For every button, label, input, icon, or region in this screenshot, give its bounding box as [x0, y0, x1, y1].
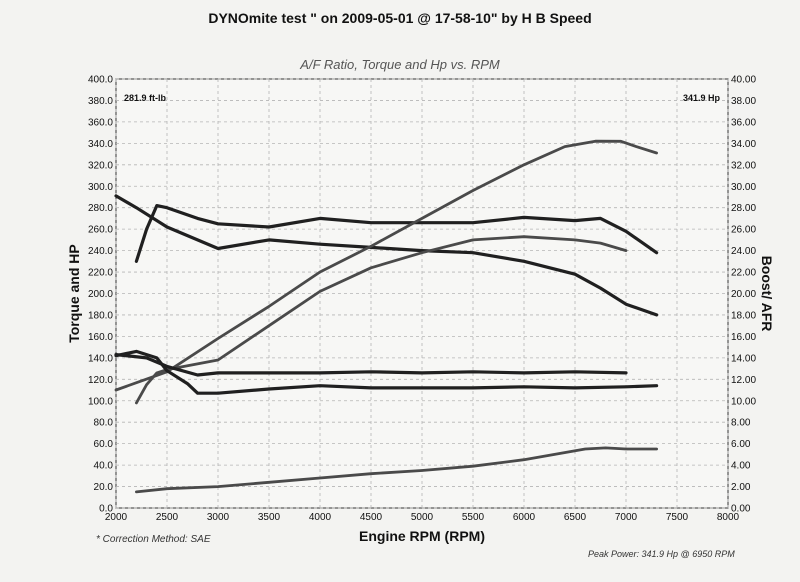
series-line-1 [114, 194, 659, 317]
x-tick-label: 5000 [411, 512, 434, 523]
y-left-tick-label: 340.0 [88, 139, 113, 150]
y-right-tick-label: 16.00 [731, 332, 756, 343]
y-right-tick-label: 10.00 [731, 396, 756, 407]
y-left-tick-label: 160.0 [88, 332, 113, 343]
y-right-tick-label: 4.00 [731, 461, 751, 472]
y-right-tick-label: 14.00 [731, 353, 756, 364]
x-tick-label: 6500 [564, 512, 587, 523]
x-tick-label: 7000 [615, 512, 638, 523]
series-line-2 [134, 204, 659, 263]
x-tick-label: 6000 [513, 512, 536, 523]
y-left-tick-label: 360.0 [88, 117, 113, 128]
y-right-tick-label: 18.00 [731, 310, 756, 321]
x-tick-label: 5500 [462, 512, 485, 523]
y-right-tick-label: 26.00 [731, 225, 756, 236]
y-right-tick-label: 22.00 [731, 268, 756, 279]
x-tick-label: 8000 [717, 512, 740, 523]
y-left-tick-label: 280.0 [88, 203, 113, 214]
y-right-tick-label: 34.00 [731, 139, 756, 150]
peak-power-note: Peak Power: 341.9 Hp @ 6950 RPM [588, 549, 735, 559]
y-right-tick-label: 20.00 [731, 289, 756, 300]
y-left-tick-label: 200.0 [88, 289, 113, 300]
y-right-tick-label: 8.00 [731, 418, 751, 429]
y-left-tick-label: 120.0 [88, 375, 113, 386]
y-left-axis-label: Torque and HP [66, 244, 82, 343]
y-left-tick-label: 80.0 [94, 418, 114, 429]
x-tick-label: 4000 [309, 512, 332, 523]
y-right-tick-label: 38.00 [731, 96, 756, 107]
x-tick-label: 4500 [360, 512, 383, 523]
y-left-tick-label: 380.0 [88, 96, 113, 107]
y-right-tick-label: 28.00 [731, 203, 756, 214]
y-right-tick-label: 12.00 [731, 375, 756, 386]
y-right-tick-label: 36.00 [731, 117, 756, 128]
series-line-6 [114, 353, 628, 377]
y-left-tick-label: 240.0 [88, 246, 113, 257]
y-left-tick-label: 60.0 [94, 439, 114, 450]
y-left-tick-label: 220.0 [88, 268, 113, 279]
y-right-axis-label: Boost/ AFR [759, 256, 775, 332]
y-right-tick-label: 0.00 [731, 504, 751, 515]
y-left-tick-label: 260.0 [88, 225, 113, 236]
series-line-4 [114, 139, 658, 392]
y-right-tick-label: 2.00 [731, 482, 751, 493]
x-tick-label: 2000 [105, 512, 128, 523]
y-right-tick-label: 30.00 [731, 182, 756, 193]
series-line-3 [134, 235, 628, 405]
chart-title: DYNOmite test " on 2009-05-01 @ 17-58-10… [208, 10, 592, 26]
x-tick-label: 3500 [258, 512, 281, 523]
peak-torque-annotation: 281.9 ft-lb [124, 93, 167, 103]
x-tick-label: 7500 [666, 512, 689, 523]
y-right-tick-label: 6.00 [731, 439, 751, 450]
y-left-tick-label: 100.0 [88, 396, 113, 407]
y-left-tick-label: 320.0 [88, 160, 113, 171]
chart-subtitle: A/F Ratio, Torque and Hp vs. RPM [300, 57, 500, 72]
peak-hp-annotation: 341.9 Hp [683, 93, 721, 103]
y-left-tick-label: 140.0 [88, 353, 113, 364]
y-left-tick-label: 400.0 [88, 75, 113, 86]
y-left-tick-label: 40.0 [94, 461, 114, 472]
y-left-tick-label: 20.0 [94, 482, 114, 493]
x-tick-label: 2500 [156, 512, 179, 523]
y-right-tick-label: 32.00 [731, 160, 756, 171]
y-left-tick-label: 0.0 [99, 504, 113, 515]
series-line-7 [134, 446, 658, 494]
y-left-tick-label: 300.0 [88, 182, 113, 193]
y-left-tick-label: 180.0 [88, 310, 113, 321]
x-axis-label: Engine RPM (RPM) [359, 528, 485, 544]
correction-method-note: * Correction Method: SAE [96, 534, 211, 545]
x-tick-label: 3000 [207, 512, 230, 523]
y-right-tick-label: 24.00 [731, 246, 756, 257]
y-right-tick-label: 40.00 [731, 75, 756, 86]
